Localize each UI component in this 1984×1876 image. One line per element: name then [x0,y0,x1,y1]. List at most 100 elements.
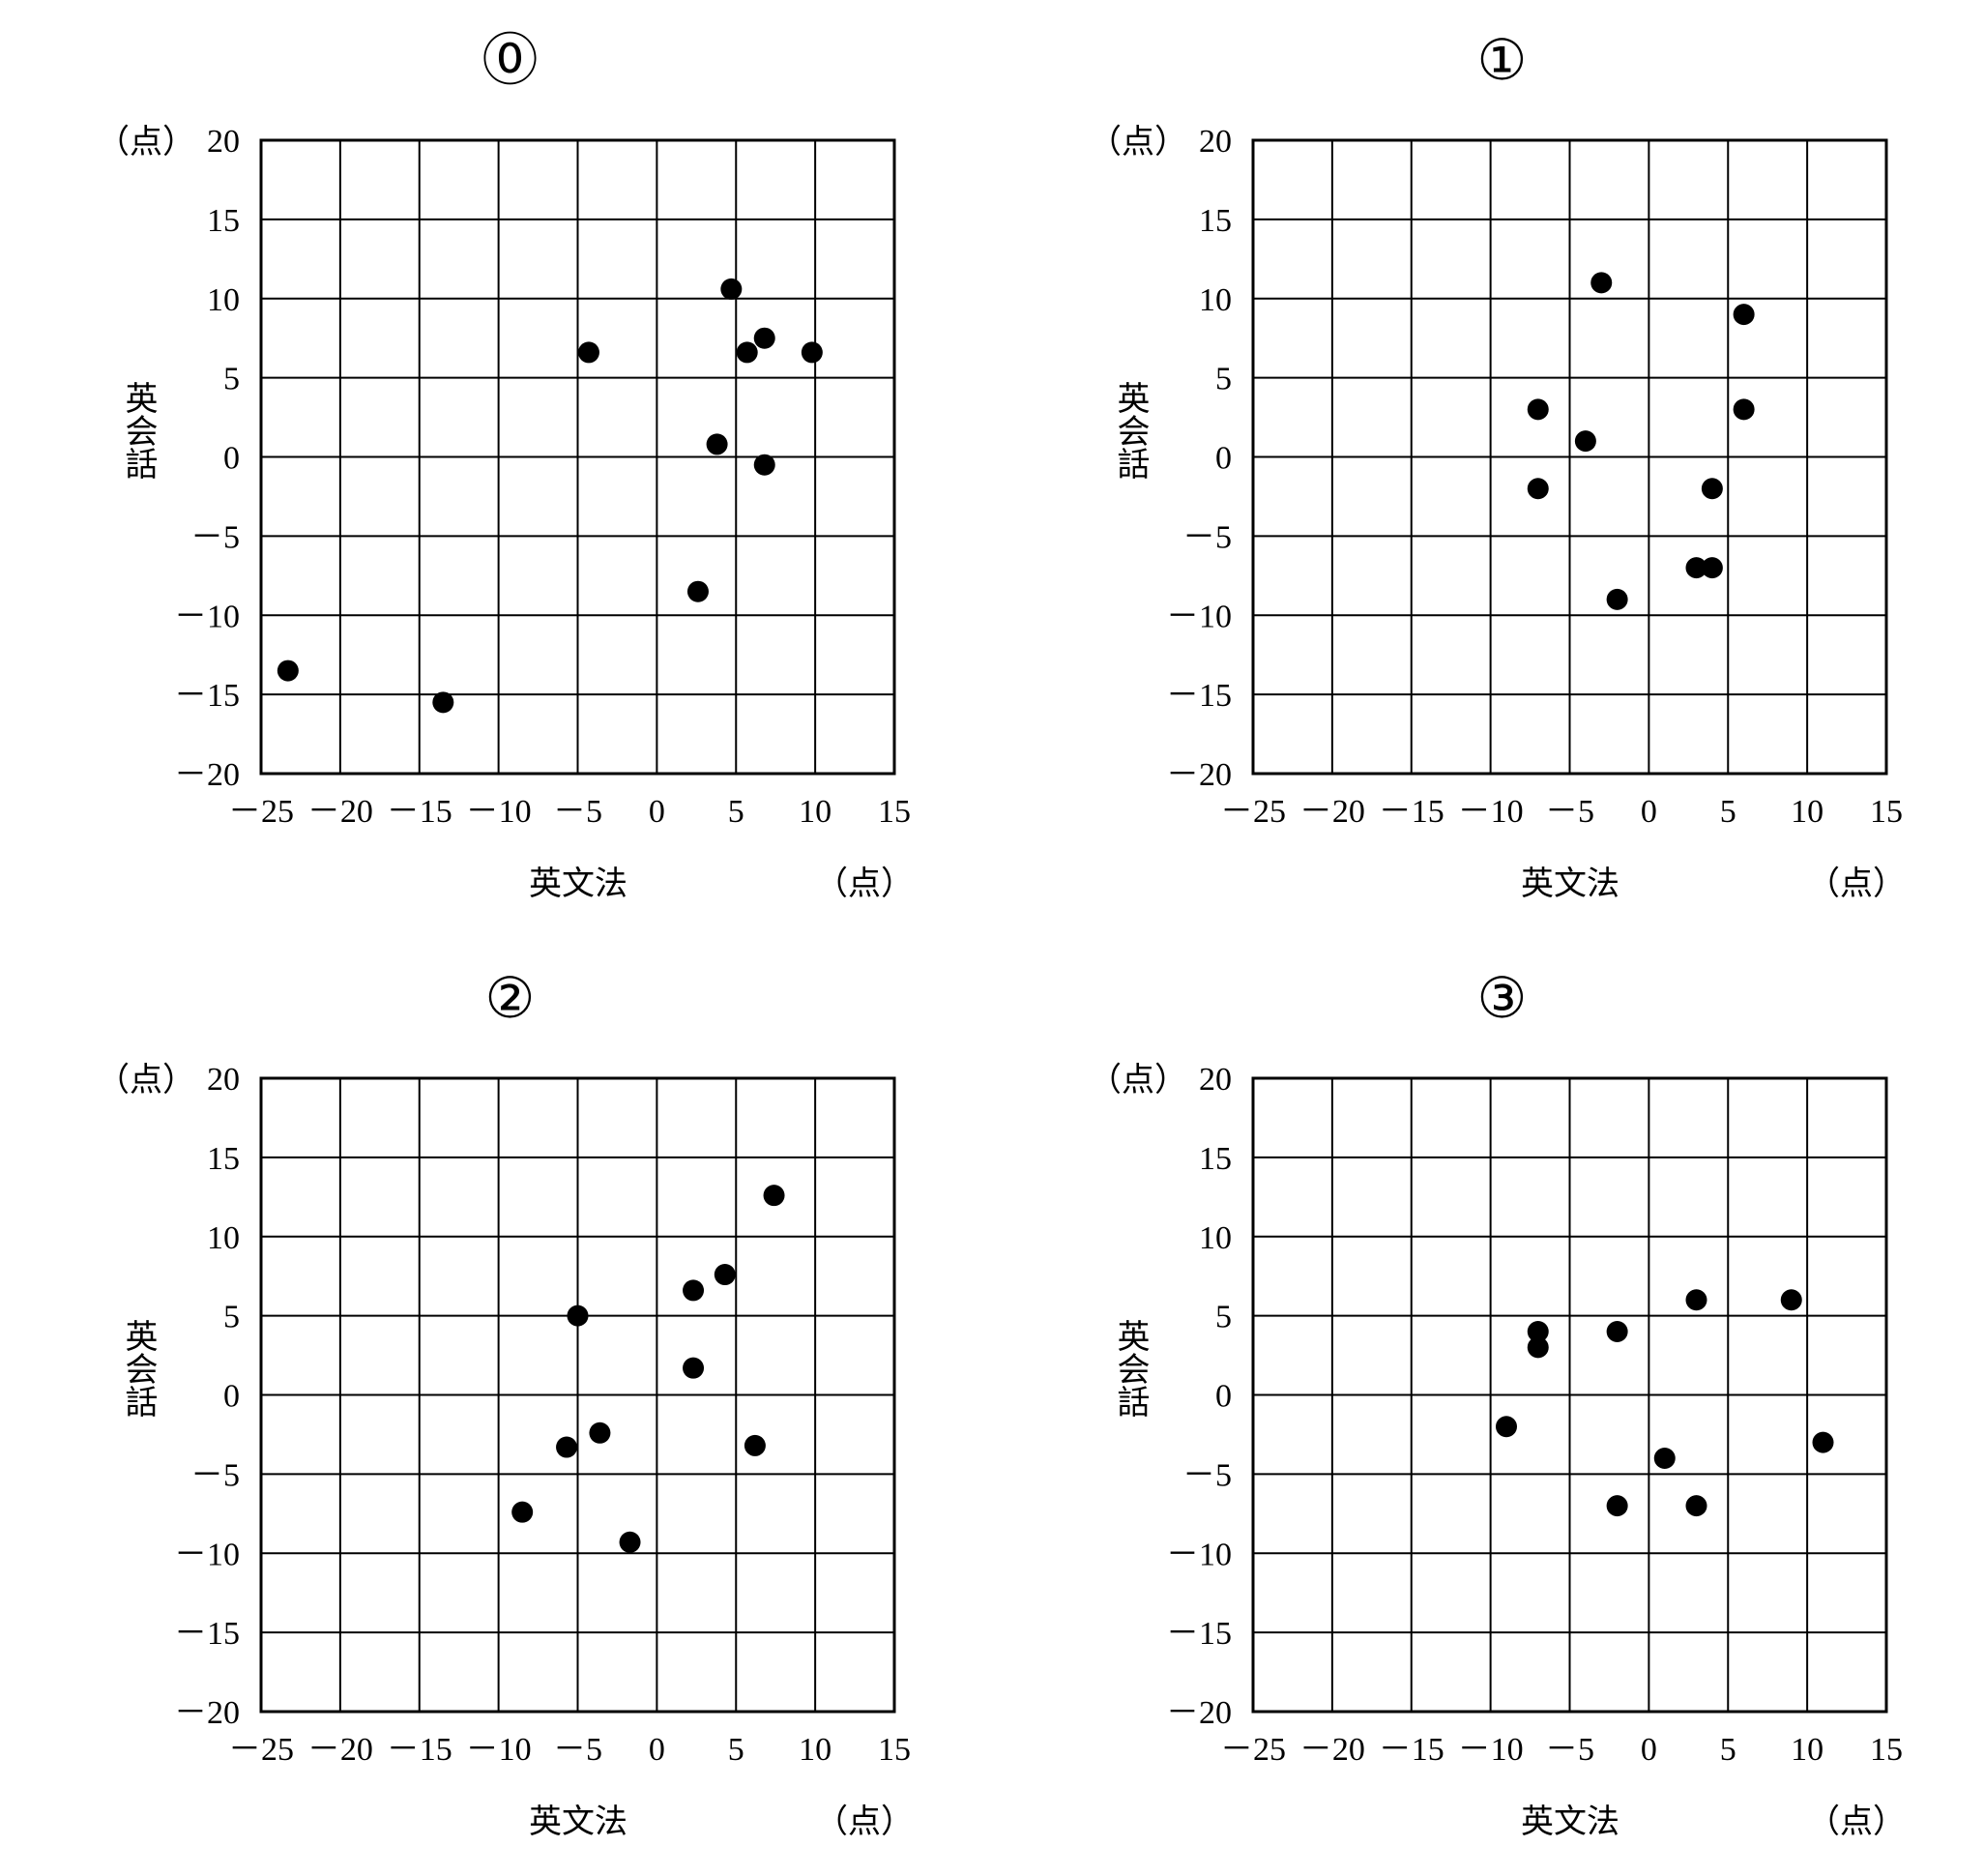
data-point [1733,398,1755,421]
x-tick-label: 15 [878,1732,911,1768]
y-unit-label: （点） [1089,123,1187,161]
plot-frame [1251,1076,1888,1714]
y-tick-label: 10 [207,1220,240,1256]
x-tick-label: －10 [1458,1732,1524,1768]
x-tick-label: －5 [1545,794,1594,830]
y-tick-label: －20 [174,1695,240,1731]
data-point [1812,1431,1834,1453]
y-tick-label: 5 [223,362,240,397]
y-tick-label: －20 [1166,757,1232,793]
x-tick-label: －15 [387,1732,452,1768]
y-axis-label: 英会話 [119,381,158,480]
x-tick-label: －15 [387,794,452,830]
y-tick-label: －15 [1166,678,1232,714]
x-unit-label: （点） [1807,865,1906,903]
y-tick-label: －10 [1166,1537,1232,1572]
y-tick-label: 0 [1215,1379,1232,1415]
data-point [1496,1416,1517,1438]
x-tick-label: 5 [728,794,744,830]
data-point [277,660,299,682]
y-tick-label: －10 [174,1537,240,1572]
y-tick-label: 5 [1215,362,1232,397]
chart-panel-1: ① 20 15 10 5 0 －5 －10 －15 －20 －25 －20 －15 －10 －5 0 5 10 15… [992,0,1984,938]
y-axis-label: 英会話 [1111,381,1150,480]
y-tick-label: －20 [174,757,240,793]
data-point [1527,478,1549,500]
y-tick-label: 5 [1215,1300,1232,1335]
x-tick-label: －25 [228,1732,294,1768]
data-point [753,327,775,349]
x-tick-label: 5 [728,1732,744,1768]
data-point [432,691,454,714]
y-tick-label: －5 [190,519,240,555]
x-unit-label: （点） [815,865,914,903]
x-tick-label: 5 [1720,1732,1736,1768]
data-point [714,1264,736,1286]
x-unit-label: （点） [1807,1803,1906,1841]
x-tick-label: －20 [1299,1732,1365,1768]
x-axis-label: 英文法 [1521,1803,1619,1841]
x-axis-label: 英文法 [1521,865,1619,903]
y-tick-label: 15 [207,203,240,239]
x-tick-label: －15 [1379,1732,1444,1768]
y-tick-label: －15 [174,1616,240,1652]
x-tick-label: －10 [1458,794,1524,830]
x-tick-label: 0 [649,794,665,830]
y-tick-label: 0 [1215,441,1232,477]
x-tick-label: －20 [307,794,373,830]
y-tick-label: 0 [223,441,240,477]
data-point [720,278,743,300]
data-point [683,1357,705,1379]
x-tick-label: －20 [307,1732,373,1768]
chart-title: ② [485,965,536,1031]
y-tick-label: －20 [1166,1695,1232,1731]
data-point [1685,1495,1707,1517]
plot-frame [259,138,896,776]
x-tick-label: －25 [1220,794,1286,830]
data-point [567,1304,589,1327]
y-tick-label: 10 [1199,1220,1232,1256]
data-point [763,1185,785,1207]
data-point [686,580,709,602]
data-point [1701,557,1723,579]
data-point [1527,398,1549,421]
x-tick-label: 15 [1870,1732,1903,1768]
x-tick-label: －15 [1379,794,1444,830]
y-tick-label: 15 [1199,203,1232,239]
y-tick-label: －10 [174,599,240,634]
x-tick-label: －10 [466,794,532,830]
data-point [1527,1336,1549,1359]
x-tick-label: 10 [1791,794,1824,830]
y-tick-label: 15 [1199,1141,1232,1177]
data-point [683,1279,705,1302]
y-tick-label: 20 [207,1062,240,1098]
y-unit-label: （点） [97,1061,195,1099]
data-point [744,1434,766,1456]
data-point [511,1501,534,1523]
data-point [1685,557,1707,579]
data-point [1733,304,1755,326]
y-tick-label: 0 [223,1379,240,1415]
x-tick-label: 10 [1791,1732,1824,1768]
data-point [753,454,775,476]
x-unit-label: （点） [815,1803,914,1841]
y-tick-label: 5 [223,1300,240,1335]
data-point [1527,1321,1549,1342]
data-point [1653,1448,1676,1469]
chart-title: ① [1477,27,1528,93]
y-tick-label: 15 [207,1141,240,1177]
chart-panel-0: ⓪ 20 15 10 5 0 －5 －10 －15 －20 －25 －20 －15 －10 －5 0 5 10 15… [0,0,992,938]
y-tick-label: 20 [1199,124,1232,160]
x-tick-label: －25 [1220,1732,1286,1768]
data-point [706,433,728,455]
y-tick-label: －5 [190,1457,240,1493]
x-tick-label: 15 [878,794,911,830]
data-point [619,1531,641,1553]
y-tick-label: 10 [1199,282,1232,318]
x-tick-label: －5 [553,1732,602,1768]
chart-title: ③ [1477,965,1528,1031]
x-tick-label: －5 [1545,1732,1594,1768]
y-tick-label: －15 [1166,1616,1232,1652]
x-axis-label: 英文法 [529,865,627,903]
